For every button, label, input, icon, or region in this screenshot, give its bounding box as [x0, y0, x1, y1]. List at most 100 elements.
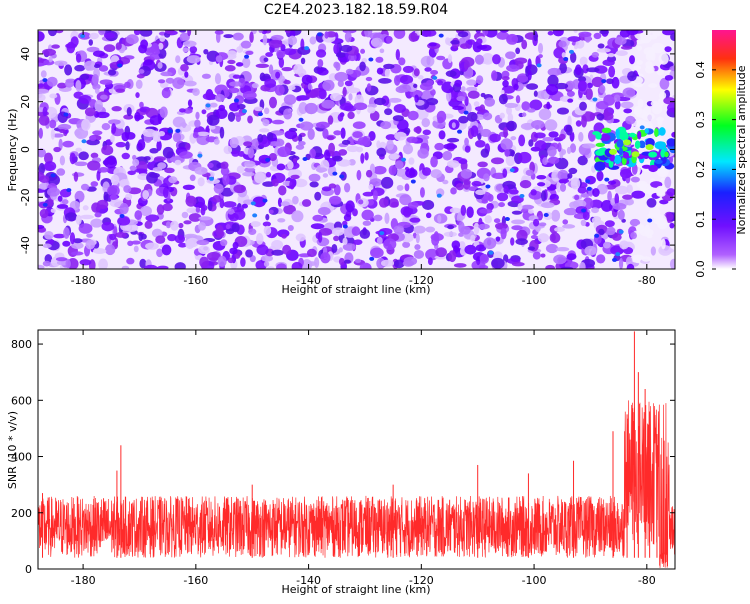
heatmap-cell [362, 220, 372, 226]
heatmap-cell [312, 214, 324, 222]
heatmap-cell [669, 65, 675, 72]
heatmap-cell [553, 254, 567, 265]
heatmap-cell [340, 127, 346, 139]
heatmap-cell [376, 140, 381, 149]
heatmap-cell [44, 161, 57, 172]
heatmap-cell [38, 31, 45, 42]
heatmap-cell [40, 70, 47, 78]
heatmap-cell [365, 76, 373, 82]
heatmap-cell [187, 99, 193, 107]
heatmap-cell [430, 69, 439, 76]
heatmap-cell [94, 99, 104, 112]
heatmap-cell [417, 148, 429, 159]
heatmap-cell [315, 167, 328, 173]
heatmap-cell [551, 209, 561, 222]
heatmap-cell [521, 204, 535, 210]
heatmap-cell [194, 119, 201, 128]
heatmap-cell [247, 115, 253, 124]
heatmap-cell-high [257, 112, 263, 117]
heatmap-cell [174, 234, 186, 244]
heatmap-cell [65, 212, 78, 222]
heatmap-cell [212, 194, 222, 203]
heatmap-cell [308, 173, 321, 182]
heatmap-cell [585, 88, 593, 100]
heatmap-cell [669, 258, 675, 269]
heatmap-cell [670, 32, 675, 42]
heatmap-cell [385, 134, 397, 141]
heatmap-cell [579, 261, 586, 269]
heatmap-cell [402, 260, 415, 267]
heatmap-cell [436, 80, 444, 86]
heatmap-cell [358, 199, 364, 205]
heatmap-hotspot-cell [595, 132, 602, 140]
heatmap-cell [165, 221, 171, 229]
heatmap-cell [376, 67, 384, 75]
heatmap-cell [317, 58, 324, 68]
heatmap-cell [184, 80, 197, 87]
heatmap-cell-high [175, 128, 181, 133]
heatmap-cell [268, 64, 274, 75]
heatmap-y-tick-label: -20 [19, 188, 32, 206]
heatmap-cell [96, 111, 110, 119]
heatmap-cell [136, 73, 145, 79]
heatmap-cell [54, 60, 68, 66]
heatmap-cell [556, 181, 562, 193]
heatmap-cell [484, 215, 492, 224]
heatmap-cell [232, 241, 239, 249]
heatmap-cell-high [197, 153, 203, 158]
heatmap-cell-high [463, 110, 469, 115]
heatmap-cell [333, 43, 340, 55]
heatmap-cell [536, 174, 547, 180]
heatmap-cell [143, 264, 158, 269]
heatmap-cell [38, 83, 44, 88]
heatmap-cell [508, 189, 519, 195]
heatmap-cell [78, 94, 92, 105]
heatmap-hotspot-cell [637, 130, 642, 140]
heatmap-cell [558, 40, 567, 48]
heatmap-cell [179, 32, 190, 42]
heatmap-cell-high [42, 202, 48, 207]
heatmap-cell [157, 79, 166, 84]
heatmap-cell [87, 160, 101, 171]
heatmap-cell [227, 111, 236, 122]
heatmap-cell [337, 113, 344, 122]
heatmap-cell [611, 233, 622, 241]
heatmap-cell [315, 121, 330, 129]
heatmap-cell-high [167, 129, 173, 134]
heatmap-cell [598, 228, 605, 236]
heatmap-cell [334, 71, 349, 82]
heatmap-cell [174, 262, 186, 269]
heatmap-cell [669, 222, 675, 229]
heatmap-cell [282, 48, 297, 56]
heatmap-cell [579, 101, 587, 111]
heatmap-cell [344, 31, 352, 43]
heatmap-cell [296, 96, 303, 102]
heatmap-cell [328, 195, 342, 205]
heatmap-cell [103, 190, 109, 203]
heatmap-cell [159, 35, 166, 42]
heatmap-cell [573, 30, 578, 33]
heatmap-cell [38, 62, 45, 67]
heatmap-cell [63, 227, 70, 239]
heatmap-cell [620, 101, 634, 109]
heatmap-cell [614, 100, 621, 110]
heatmap-cell [275, 71, 281, 79]
heatmap-cell-high [601, 79, 607, 84]
heatmap-cell [384, 108, 393, 116]
heatmap-cell [490, 157, 505, 165]
heatmap-cell [240, 257, 246, 268]
heatmap-cell [394, 131, 407, 141]
heatmap-cell [170, 220, 179, 231]
heatmap-cell [114, 231, 127, 238]
heatmap-cell [547, 67, 562, 77]
heatmap-cell [456, 96, 466, 102]
heatmap-cell [479, 208, 493, 214]
heatmap-cell [542, 136, 555, 142]
heatmap-cell [321, 186, 332, 192]
heatmap-cell [294, 178, 308, 188]
heatmap-cell [490, 70, 498, 81]
heatmap-cell [399, 74, 414, 85]
heatmap-cell-high [250, 201, 256, 206]
heatmap-cell [483, 237, 497, 250]
heatmap-cell [532, 251, 541, 260]
